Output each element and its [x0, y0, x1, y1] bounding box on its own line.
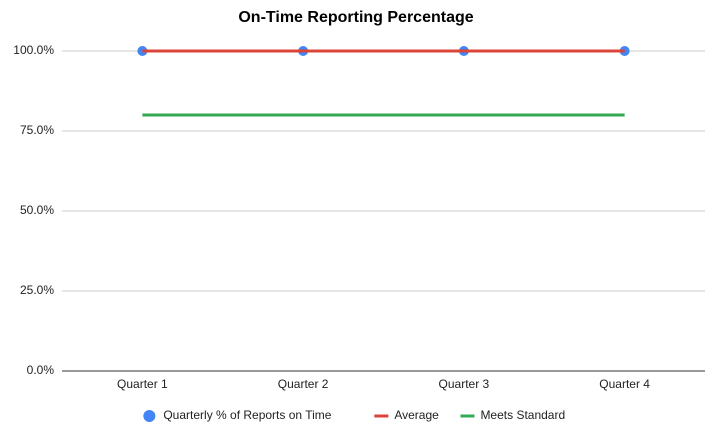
x-tick-label: Quarter 1 — [117, 377, 168, 391]
y-tick-label: 0.0% — [27, 363, 55, 377]
legend-label: Meets Standard — [480, 408, 565, 422]
y-tick-label: 25.0% — [20, 283, 54, 297]
x-tick-label: Quarter 2 — [278, 377, 329, 391]
y-tick-label: 50.0% — [20, 203, 54, 217]
legend-label: Average — [394, 408, 439, 422]
x-tick-label: Quarter 3 — [439, 377, 490, 391]
y-tick-label: 100.0% — [13, 43, 54, 57]
legend-marker — [143, 410, 156, 422]
y-tick-label: 75.0% — [20, 123, 54, 137]
legend-label: Quarterly % of Reports on Time — [163, 408, 331, 422]
x-tick-label: Quarter 4 — [599, 377, 650, 391]
chart-title: On-Time Reporting Percentage — [238, 9, 473, 26]
